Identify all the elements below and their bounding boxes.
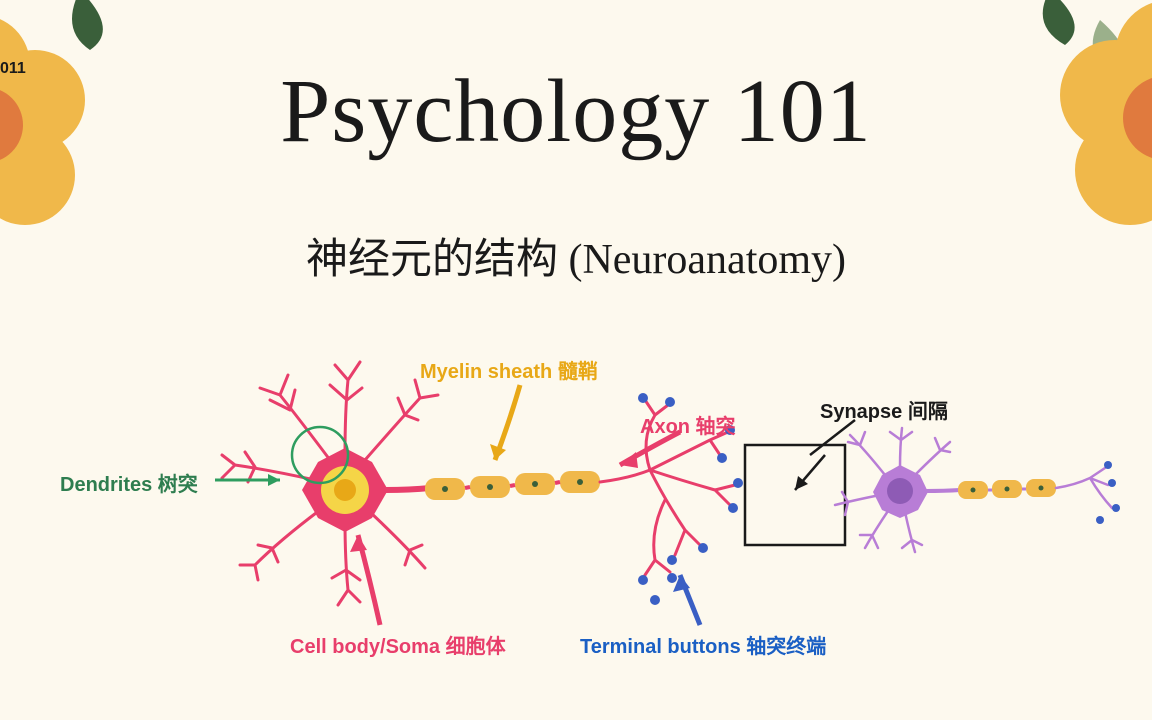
- neuron-secondary: [835, 428, 1120, 552]
- arrow-head: [350, 535, 367, 552]
- label-dendrites: Dendrites 树突: [60, 468, 198, 497]
- label-myelin: Myelin sheath 髓鞘: [420, 355, 598, 384]
- page-title: Psychology 101: [0, 60, 1152, 163]
- synapse-box: [745, 445, 845, 545]
- label-cellbody: Cell body/Soma 细胞体: [290, 630, 506, 659]
- label-synapse: Synapse 间隔: [820, 395, 948, 424]
- leaf-icon: [1043, 0, 1075, 45]
- neuron-primary: [222, 362, 438, 605]
- label-terminal: Terminal buttons 轴突终端: [580, 630, 826, 659]
- leaf-icon: [72, 0, 103, 50]
- myelin-sheath: [425, 471, 600, 500]
- arrow-head: [268, 474, 280, 486]
- label-axon: Axon 轴突: [640, 410, 736, 439]
- page-subtitle: 神经元的结构 (Neuroanatomy): [0, 225, 1152, 286]
